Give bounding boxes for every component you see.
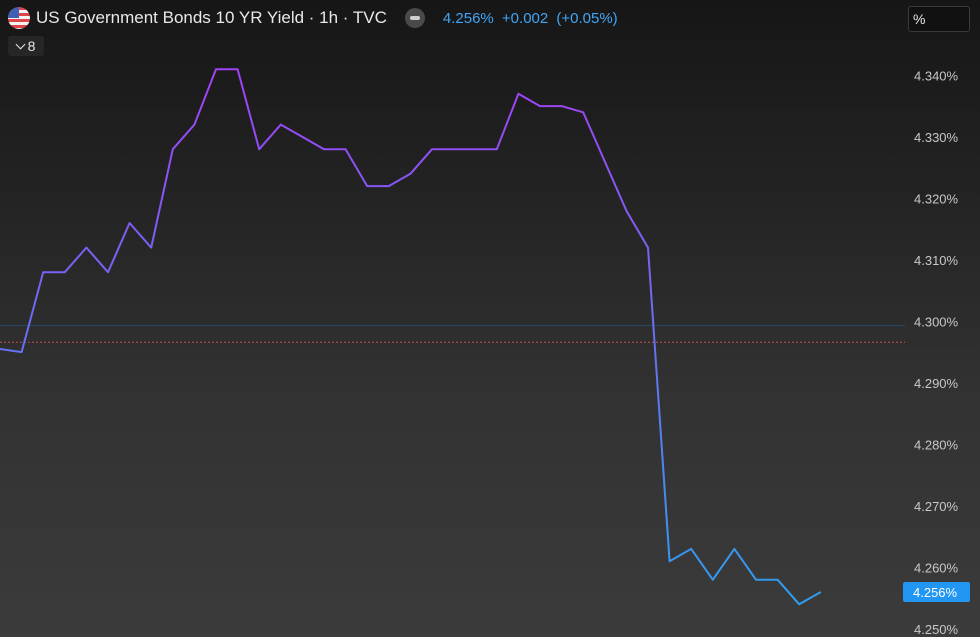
price-change-percent: (+0.05%) (556, 9, 618, 27)
market-closed-icon[interactable] (404, 8, 425, 28)
y-tick-label: 4.340% (914, 68, 959, 83)
price-tag (903, 581, 970, 602)
last-value-tag: 4.256% (903, 581, 970, 602)
unit-label: % (913, 11, 926, 27)
collapse-indicators-button[interactable]: 8 (8, 36, 44, 56)
y-tick-label: 4.280% (914, 437, 959, 452)
unit-selector[interactable]: % (908, 6, 970, 32)
y-axis[interactable]: 4.340% 4.330% 4.320% 4.310% 4.300% 4.290% 4.28… (914, 68, 959, 636)
price-change: +0.002 (501, 9, 549, 27)
us-flag-icon (8, 7, 30, 29)
y-tick-label: 4.300% (914, 314, 959, 329)
y-tick-label: 4.320% (914, 191, 959, 206)
y-tick-label: 4.290% (914, 376, 959, 391)
price-tag-label: 4.256% (913, 585, 958, 600)
series-line (0, 68, 822, 606)
last-price: 4.256% (442, 9, 494, 27)
symbol-title[interactable]: US Government Bonds 10 YR Yield · 1h · T… (36, 8, 387, 27)
y-tick-label: 4.260% (914, 560, 959, 575)
y-tick-label: 4.270% (914, 499, 959, 514)
chevron-down-icon (15, 39, 26, 49)
quote-values: 4.256% +0.002 (+0.05%) (443, 10, 622, 27)
indicator-count: 8 (27, 38, 36, 54)
y-tick-label: 4.250% (914, 622, 959, 637)
y-tick-label: 4.310% (914, 253, 959, 268)
chart-header: US Government Bonds 10 YR Yield · 1h · T… (8, 6, 622, 30)
y-tick-label: 4.330% (914, 130, 959, 145)
